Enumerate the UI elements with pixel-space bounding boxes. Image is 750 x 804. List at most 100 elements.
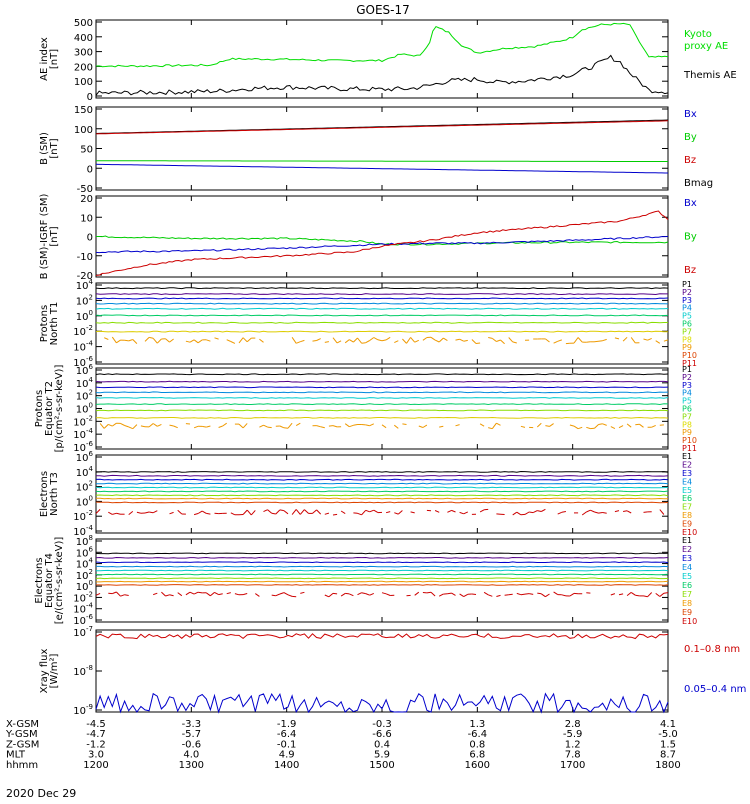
- series-segment: [402, 339, 406, 343]
- series-e6: [96, 491, 668, 492]
- series-segment: [349, 594, 353, 596]
- series-segment: [411, 337, 415, 342]
- series-segment: [325, 342, 329, 343]
- series-segment: [558, 340, 562, 341]
- series-segment: [484, 592, 488, 595]
- series-e2: [96, 558, 668, 559]
- y-tick-exponent: -2: [86, 590, 93, 598]
- series-segment: [125, 426, 129, 427]
- series-segment: [447, 510, 451, 512]
- series-segment: [476, 343, 480, 344]
- series-segment: [505, 595, 509, 596]
- series-segment: [239, 338, 243, 343]
- series-segment: [456, 425, 460, 426]
- series-segment: [280, 510, 284, 511]
- series-segment: [141, 426, 145, 427]
- series-segment: [178, 593, 182, 596]
- date-label: 2020 Dec 29: [6, 787, 76, 800]
- series-segment: [268, 510, 272, 514]
- series-segment: [488, 428, 492, 429]
- series-segment: [202, 426, 206, 427]
- series-segment: [288, 423, 292, 428]
- series-segment: [394, 341, 398, 343]
- legend-label: E8: [682, 599, 692, 608]
- series-segment: [202, 511, 206, 513]
- series-segment: [145, 512, 149, 513]
- series-segment: [562, 512, 566, 513]
- y-tick-exponent: 6: [89, 545, 94, 553]
- series-segment: [537, 593, 541, 594]
- series-segment: [264, 510, 268, 512]
- series-segment: [517, 512, 521, 515]
- series-segment: [345, 340, 349, 343]
- series-segment: [219, 426, 223, 428]
- y-tick-label: 104: [76, 278, 94, 292]
- series-segment: [582, 512, 586, 515]
- y-tick-label: -10: [77, 252, 93, 263]
- series-segment: [578, 427, 582, 428]
- y-axis-label: [nT]: [49, 138, 60, 158]
- legend-label: Bz: [684, 155, 696, 166]
- series-segment: [427, 592, 431, 593]
- y-tick-exponent: 0: [89, 309, 93, 317]
- series-segment: [198, 592, 202, 593]
- series-segment: [631, 337, 635, 343]
- series-segment: [353, 338, 357, 342]
- series-segment: [108, 424, 112, 426]
- y-tick-label: 10-7: [73, 625, 93, 639]
- series-segment: [443, 338, 447, 341]
- x-axis-value: 1500: [369, 760, 394, 771]
- series-segment: [349, 340, 353, 343]
- y-tick-label: 20: [80, 194, 93, 205]
- series-segment: [447, 593, 451, 594]
- series-segment: [300, 592, 304, 593]
- y-tick-exponent: -2: [86, 324, 93, 332]
- series-segment: [627, 511, 631, 513]
- panel-frame: [96, 368, 668, 449]
- series-segment: [157, 339, 161, 343]
- series-segment: [631, 592, 635, 595]
- series-segment: [108, 512, 112, 514]
- y-tick-label: 0: [87, 233, 93, 244]
- series-segment: [227, 593, 231, 594]
- series-segment: [362, 593, 366, 594]
- series-segment: [578, 338, 582, 343]
- series-p3: [96, 387, 668, 388]
- y-tick-exponent: 6: [89, 450, 94, 458]
- series-segment: [374, 338, 378, 340]
- y-tick-exponent: -8: [86, 664, 93, 672]
- series-segment: [488, 595, 492, 597]
- series-segment: [300, 510, 304, 515]
- series-segment: [358, 593, 362, 595]
- series-p7: [96, 410, 668, 411]
- y-tick-exponent: 4: [89, 557, 94, 565]
- series-segment: [215, 338, 219, 339]
- series-segment: [206, 340, 210, 341]
- series-segment: [227, 340, 231, 342]
- series-segment: [382, 340, 386, 341]
- series-segment: [284, 511, 288, 514]
- series-p5: [96, 308, 668, 309]
- series-segment: [623, 337, 627, 341]
- series-segment: [595, 425, 599, 429]
- series-segment: [496, 595, 500, 596]
- series-p6: [96, 315, 668, 316]
- y-axis-label: [nT]: [49, 226, 60, 246]
- series-segment: [370, 338, 374, 341]
- series-e9: [96, 585, 668, 586]
- series-segment: [480, 510, 484, 512]
- series-segment: [161, 592, 165, 596]
- series-segment: [603, 339, 607, 340]
- legend-label: By: [684, 232, 697, 243]
- series-p1: [96, 288, 668, 289]
- y-axis-label: North T1: [49, 302, 60, 346]
- y-tick-label: 104: [76, 465, 94, 479]
- series-segment: [550, 424, 554, 427]
- series-segment: [317, 426, 321, 427]
- series-segment: [170, 512, 174, 513]
- series-segment: [525, 512, 529, 514]
